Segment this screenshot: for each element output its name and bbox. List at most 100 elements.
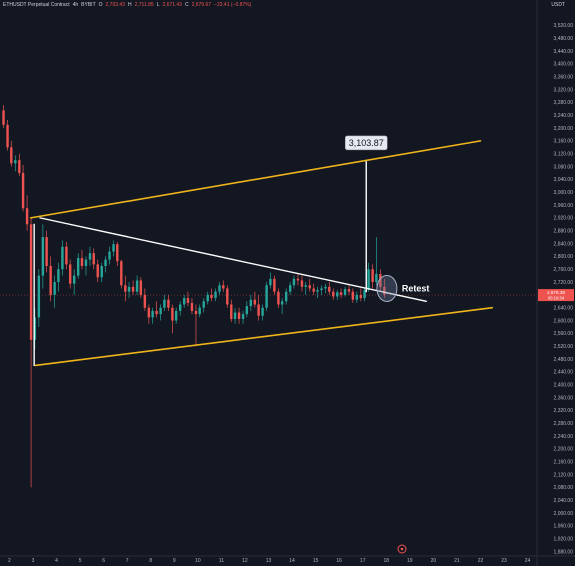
candle[interactable] <box>332 288 335 300</box>
candle[interactable] <box>206 291 209 305</box>
candle[interactable] <box>112 240 115 257</box>
candle[interactable] <box>308 278 311 292</box>
candle[interactable] <box>14 155 17 172</box>
candle[interactable] <box>269 272 272 289</box>
candle[interactable] <box>139 277 143 299</box>
candle[interactable] <box>45 230 48 273</box>
candle[interactable] <box>363 288 366 302</box>
candle[interactable] <box>300 275 304 292</box>
candle[interactable] <box>218 282 221 295</box>
candle[interactable] <box>324 283 327 294</box>
candle[interactable] <box>171 304 174 334</box>
candle[interactable] <box>21 164 25 212</box>
candle[interactable] <box>202 298 205 313</box>
candle[interactable] <box>178 301 182 316</box>
candle[interactable] <box>339 288 343 299</box>
clock-alert-icon[interactable] <box>397 544 407 554</box>
candle[interactable] <box>68 259 72 289</box>
candle[interactable] <box>33 307 37 350</box>
candle[interactable] <box>186 291 190 307</box>
candle[interactable] <box>135 275 139 295</box>
candle[interactable] <box>6 120 9 151</box>
candle[interactable] <box>288 282 292 295</box>
candle[interactable] <box>116 241 119 266</box>
candle[interactable] <box>84 256 88 276</box>
candle[interactable] <box>328 282 331 295</box>
candle[interactable] <box>222 280 225 292</box>
descending-trendline[interactable] <box>39 217 428 302</box>
candle[interactable] <box>367 262 370 292</box>
candle[interactable] <box>210 288 213 302</box>
candle[interactable] <box>237 307 241 324</box>
candle[interactable] <box>53 275 56 308</box>
candle[interactable] <box>10 140 13 167</box>
candle[interactable] <box>336 290 339 300</box>
candle[interactable] <box>351 288 355 303</box>
candle[interactable] <box>249 294 253 311</box>
candle[interactable] <box>100 262 103 283</box>
candle[interactable] <box>347 285 351 295</box>
candle[interactable] <box>182 294 186 308</box>
interval-label[interactable]: 4h <box>72 2 79 8</box>
candle[interactable] <box>61 240 64 276</box>
candle[interactable] <box>147 304 151 324</box>
candle[interactable] <box>190 298 194 315</box>
candle[interactable] <box>280 298 284 315</box>
candle[interactable] <box>214 288 217 302</box>
candle[interactable] <box>92 248 95 270</box>
candle[interactable] <box>18 153 21 177</box>
candle[interactable] <box>284 288 288 305</box>
candle[interactable] <box>155 301 158 318</box>
candle[interactable] <box>167 294 170 311</box>
candle[interactable] <box>57 262 60 292</box>
candle[interactable] <box>230 299 233 323</box>
candle[interactable] <box>359 288 363 302</box>
candle[interactable] <box>343 286 347 297</box>
candle[interactable] <box>383 278 386 299</box>
candle[interactable] <box>65 241 68 270</box>
retest-marker[interactable] <box>376 274 398 302</box>
candle[interactable] <box>163 294 166 311</box>
candle[interactable] <box>108 246 111 265</box>
target-price-label[interactable]: 3,103.87 <box>344 135 388 151</box>
candle[interactable] <box>37 269 41 327</box>
candle[interactable] <box>312 283 315 295</box>
candle[interactable] <box>159 304 162 321</box>
candle[interactable] <box>245 301 249 318</box>
candle[interactable] <box>257 294 260 321</box>
candle[interactable] <box>320 285 323 295</box>
candle[interactable] <box>316 286 319 299</box>
candle[interactable] <box>96 259 99 283</box>
candle[interactable] <box>104 256 107 273</box>
lower-channel-line[interactable] <box>34 306 494 367</box>
candle[interactable] <box>76 253 80 279</box>
candle[interactable] <box>194 304 198 347</box>
candle[interactable] <box>233 307 237 324</box>
candle[interactable] <box>72 269 76 295</box>
candle[interactable] <box>80 249 84 270</box>
candle[interactable] <box>131 280 135 295</box>
candle[interactable] <box>304 282 307 295</box>
candle[interactable] <box>241 310 245 324</box>
candle[interactable] <box>261 304 264 321</box>
candle[interactable] <box>379 269 382 292</box>
candle[interactable] <box>25 195 29 231</box>
candle[interactable] <box>174 307 178 324</box>
candle[interactable] <box>375 237 378 286</box>
candle[interactable] <box>277 288 280 308</box>
candle[interactable] <box>2 104 5 129</box>
candle[interactable] <box>41 224 45 289</box>
currency-label[interactable]: USDT <box>551 2 565 8</box>
candle[interactable] <box>49 256 52 302</box>
candle[interactable] <box>226 285 229 308</box>
candle[interactable] <box>273 275 276 295</box>
candle[interactable] <box>296 274 300 286</box>
candle[interactable] <box>143 288 147 311</box>
candle[interactable] <box>88 246 92 266</box>
candle[interactable] <box>371 264 374 289</box>
candle[interactable] <box>127 282 131 299</box>
candle[interactable] <box>355 291 359 303</box>
candle[interactable] <box>265 282 268 311</box>
